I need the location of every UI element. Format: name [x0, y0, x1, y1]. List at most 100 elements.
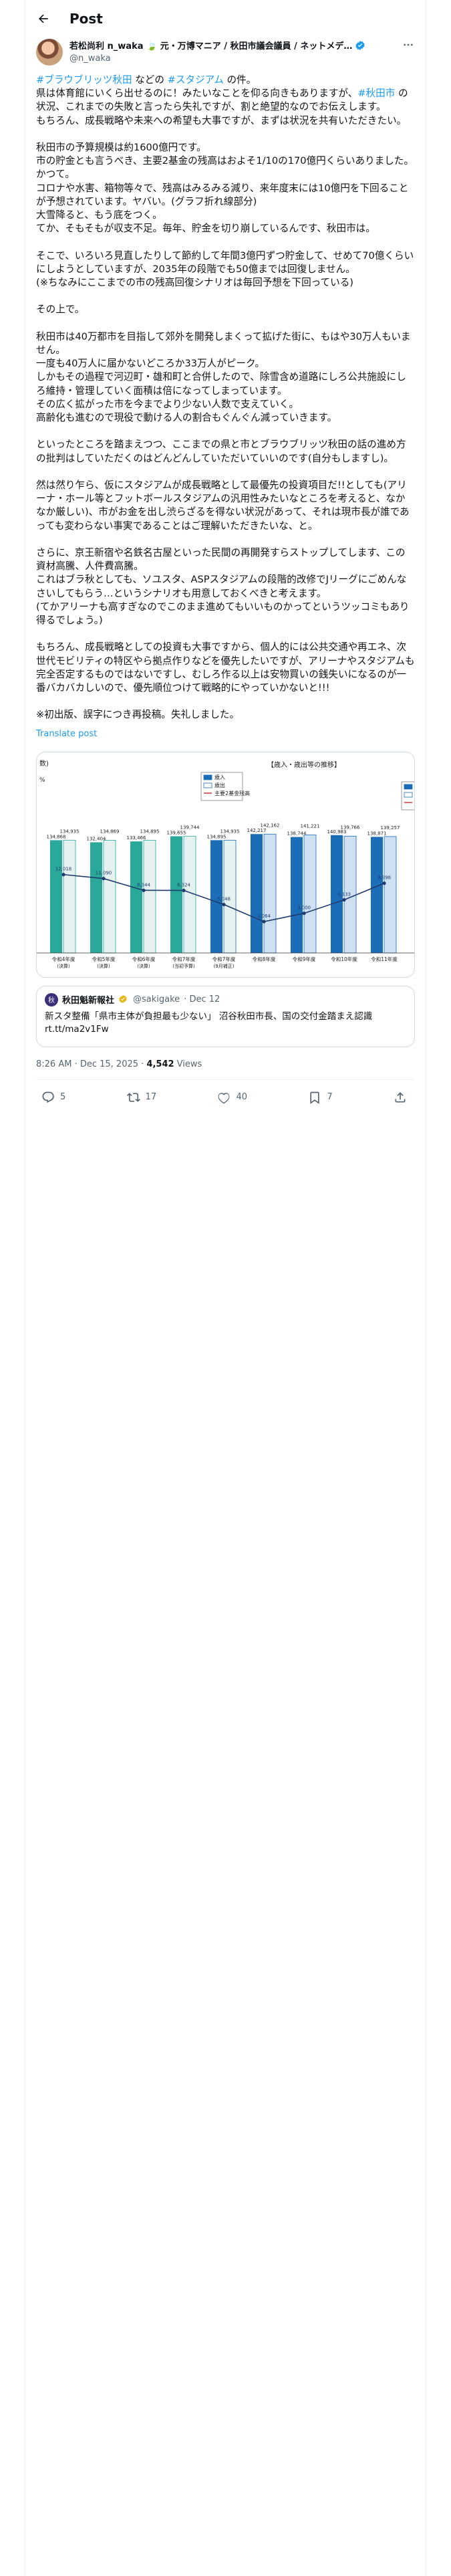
bookmark-button[interactable]: 7 [308, 1091, 333, 1104]
bookmark-count: 7 [327, 1092, 333, 1103]
post-paragraph: ※初出版、誤字につき再投稿。失礼しました。 [36, 708, 415, 722]
quoted-post-date: · Dec 12 [184, 994, 220, 1005]
quoted-post[interactable]: 秋 秋田魁新報社 @sakigake · Dec 12 新スタ整備「県市主体が負… [36, 985, 415, 1047]
author-handle[interactable]: @n_waka [69, 53, 111, 64]
chart-bar-expense [263, 833, 277, 954]
chart-tick-label: 令和8年度 [253, 956, 276, 962]
chart-line-label: 3,000 [297, 905, 311, 911]
post-paragraph: その広く拡がった市を今までより少ない人数で支えていく。 [36, 398, 415, 411]
post-paragraph: #ブラウブリッツ秋田 などの #スタジアム の件。 [36, 74, 415, 87]
chart-line-point [142, 888, 146, 892]
chart-data-label: 138,871 [367, 831, 387, 836]
post-text-segment: (※ちなみにここまでの市の残高回復シナリオは毎回予想を下回っている) [36, 277, 354, 289]
author-name-row: 若松尚利 n_waka 🍃 元・万博マニア / 秋田市議会議員 / ネットメデ… [69, 39, 395, 51]
chart-tick-label: 令和11年度 [371, 956, 398, 962]
post-paragraphs: #ブラウブリッツ秋田 などの #スタジアム の件。 県は体育館にいくら出せるのに！… [36, 74, 415, 722]
views-label: Views [174, 1059, 202, 1069]
reply-count: 5 [60, 1092, 66, 1103]
post-paragraph [36, 627, 415, 641]
hashtag-link[interactable]: #スタジアム [167, 74, 224, 86]
chart-bar-expense [103, 839, 116, 954]
bookmark-icon [310, 1091, 320, 1104]
verified-badge-icon [355, 40, 365, 51]
chart-legend-swatch [203, 782, 212, 788]
post-text-segment: そこで、いろいろ見直したりして節約して年間3億円ずつ貯金して、せめて70億くらい… [36, 249, 414, 275]
chart-bar-income [210, 840, 222, 953]
share-button[interactable] [394, 1091, 407, 1104]
post-paragraph: 大雪降ると、もう底をつく。 [36, 209, 415, 222]
verified-badge-icon [118, 994, 129, 1005]
author-name[interactable]: 若松尚利 n_waka 🍃 元・万博マニア / 秋田市議会議員 / ネットメデ… [69, 41, 353, 51]
chart-data-label: 140,983 [327, 829, 347, 835]
chart-data-label: 133,466 [127, 835, 146, 841]
post-paragraph: 県は体育館にいくら出せるのに！みたいなことを仰る向きもありますが、#秋田市 の状… [36, 87, 415, 114]
action-bar: 5 17 40 7 [25, 1080, 426, 1115]
chart-data-label: 132,404 [87, 836, 106, 841]
chart-bar-income [90, 842, 102, 953]
post-paragraph: てか、そもそもが収支不足。毎年、貯金を切り崩しているんです、秋田市は。 [36, 222, 415, 235]
like-count: 40 [236, 1092, 248, 1103]
reply-button[interactable]: 5 [41, 1091, 65, 1104]
post-paragraph: といったところを踏まえつつ、ここまでの県と市とブラウブリッツ秋田の話の進め方の批… [36, 438, 415, 465]
post-text-segment: もちろん、成長戦略や未来への希望も大事ですが、まずは状況を共有いただきたい。 [36, 114, 407, 126]
post-author: 若松尚利 n_waka 🍃 元・万博マニア / 秋田市議会議員 / ネットメデ…… [25, 37, 426, 70]
hashtag-link[interactable]: #ブラウブリッツ秋田 [36, 74, 132, 86]
post-text-segment: しかもその過程で河辺町・雄和町と合併したので、除雪含め道路にしろ公共施設にしろ維… [36, 371, 406, 397]
post-paragraph: 一度も40万人に届かないどころか33万人がピーク。 [36, 357, 415, 370]
chart-line-label: 11,090 [96, 871, 112, 876]
more-options-icon[interactable] [402, 39, 415, 52]
post-text-segment: の状況、これまでの失敗と言ったら失礼ですが、割と絶望的なのでお伝えします。 [36, 88, 408, 113]
chart-data-label: 141,221 [301, 823, 320, 829]
chart-legend-label: 主要2基金残高 [214, 790, 250, 796]
chart-data-label: 138,744 [287, 831, 307, 836]
chart-line-point [302, 911, 306, 916]
chart-line-label: 8,324 [177, 882, 191, 887]
chart-bar-income [130, 841, 142, 953]
post-paragraph: もちろん、成長戦略としての投資も大事ですから、個人的には公共交通や再エネ、次世代… [36, 641, 415, 695]
post-paragraph: (※ちなみにここまでの市の残高回復シナリオは毎回予想を下回っている) [36, 276, 415, 290]
arrow-left-icon[interactable] [36, 11, 51, 26]
like-button[interactable]: 40 [217, 1091, 247, 1104]
post-paragraph: 然は然り乍ら、仮にスタジアムが成長戦略として最優先の投資項目だ!!としても(アリ… [36, 479, 415, 533]
quoted-avatar: 秋 [45, 992, 58, 1006]
chart-line-point [182, 888, 186, 892]
chart-bar-income [371, 837, 383, 953]
chart-tick-label: 令和7年度 [172, 956, 196, 962]
post-paragraph: もちろん、成長戦略や未来への希望も大事ですが、まずは状況を共有いただきたい。 [36, 114, 415, 128]
chart-line-point [382, 881, 386, 885]
divider [36, 1079, 415, 1080]
chart-data-label: 134,869 [100, 829, 120, 834]
post-text-segment: これはブラ秋としても、ソユスタ、ASPスタジアムの段階的改修でJリーグにごめんな… [36, 574, 407, 599]
post-text-segment: ※初出版、誤字につき再投稿。失礼しました。 [36, 709, 240, 721]
post-paragraph [36, 128, 415, 141]
post-text-segment: 然は然り乍ら、仮にスタジアムが成長戦略として最優先の投資項目だ!!としても(アリ… [36, 479, 410, 532]
repost-icon [126, 1093, 140, 1102]
chart-legend-label: 歳入 [214, 774, 225, 780]
post-text-segment: 市の貯金とも言うべき、主要2基金の残高はおよそ1/10の170億円くらいありまし… [36, 155, 414, 181]
post-media-chart[interactable]: 【歳入・歳出等の推移】数)%歳入歳出主要2基金残高歳入歳出主要2基金残高134,… [36, 751, 415, 978]
chart-legend-swatch [404, 784, 413, 790]
chart-line-label: 6,133 [337, 891, 351, 897]
chart-data-label: 134,935 [220, 829, 240, 834]
chart-corner-label: 数) [39, 759, 49, 768]
chart-line-label: 1,064 [257, 914, 271, 919]
quoted-author-name: 秋田魁新報社 [62, 996, 115, 1006]
hashtag-link[interactable]: #秋田市 [357, 88, 396, 100]
chart-bar-expense [63, 839, 76, 954]
avatar[interactable] [36, 39, 63, 66]
chart-legend-label: 歳出 [214, 782, 225, 788]
views-count: 4,542 [146, 1059, 174, 1069]
translate-post-link[interactable]: Translate post [36, 728, 98, 739]
repost-button[interactable]: 17 [126, 1091, 156, 1104]
post-text-segment: 大雪降ると、もう底をつく。 [36, 209, 162, 221]
chart-title: 【歳入・歳出等の推移】 [267, 760, 341, 769]
chart-bar-income [291, 837, 303, 953]
chart-bar-income [331, 835, 343, 953]
post-time[interactable]: 8:26 AM · Dec 15, 2025 · [36, 1059, 147, 1069]
post-paragraph: しかもその過程で河辺町・雄和町と合併したので、除雪含め道路にしろ公共施設にしろ維… [36, 370, 415, 397]
post-column: Post 若松尚利 n_waka 🍃 元・万博マニア / 秋田市議会議員 / ネ… [25, 0, 426, 2576]
budget-chart: 【歳入・歳出等の推移】数)%歳入歳出主要2基金残高歳入歳出主要2基金残高134,… [37, 759, 414, 969]
chart-line-point [61, 872, 65, 877]
chart-line-label: 9,998 [378, 875, 391, 881]
left-gutter [0, 0, 25, 2576]
